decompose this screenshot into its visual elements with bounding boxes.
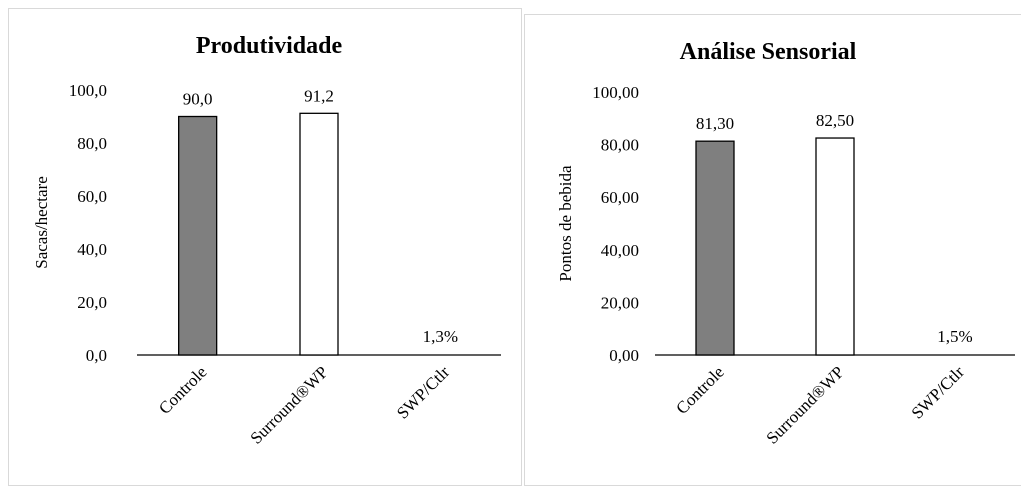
x-category-label: Surround®WP [762, 362, 847, 447]
y-tick-label: 20,00 [601, 293, 639, 312]
bar-1 [815, 137, 855, 356]
chart-panel-analise-sensorial: Análise Sensorial Pontos de bebida 0,00 20,… [524, 14, 1021, 486]
y-tick-label: 20,0 [77, 293, 107, 312]
x-category-label: Controle [155, 362, 211, 418]
x-category-label: Surround®WP [246, 362, 331, 447]
chart-panel-produtividade: Produtividade Sacas/hectare 0,0 20,0 40,0 60,… [8, 8, 522, 486]
y-tick-label: 80,00 [601, 136, 639, 155]
y-tick-label: 80,0 [77, 134, 107, 153]
data-label: 82,50 [816, 111, 854, 130]
data-label: 1,5% [937, 327, 972, 346]
data-label: 90,0 [183, 90, 213, 109]
chart-produtividade: Produtividade Sacas/hectare 0,0 20,0 40,0 60,… [32, 33, 501, 448]
y-tick-label: 0,00 [609, 346, 639, 365]
bar-1 [299, 112, 339, 356]
bar-0 [178, 115, 218, 356]
y-tick-label: 60,0 [77, 187, 107, 206]
chart-title: Produtividade [196, 33, 343, 59]
x-category-label: SWP/Ctlr [393, 362, 453, 422]
y-tick-label: 100,00 [592, 83, 639, 102]
y-tick-label: 100,0 [69, 81, 107, 100]
x-category-label: Controle [672, 362, 728, 418]
chart-analise-sensorial: Análise Sensorial Pontos de bebida 0,00 20,… [556, 39, 1015, 448]
y-tick-label: 60,00 [601, 188, 639, 207]
chart-title: Análise Sensorial [680, 39, 857, 65]
y-axis-label: Pontos de bebida [556, 165, 575, 282]
y-axis-label: Sacas/hectare [32, 176, 51, 269]
y-tick-label: 0,0 [86, 346, 107, 365]
data-label: 91,2 [304, 86, 334, 105]
data-label: 81,30 [696, 114, 734, 133]
bar-0 [695, 140, 735, 356]
data-label: 1,3% [423, 327, 458, 346]
x-category-label: SWP/Ctlr [908, 362, 968, 422]
y-tick-label: 40,0 [77, 240, 107, 259]
y-tick-label: 40,00 [601, 241, 639, 260]
